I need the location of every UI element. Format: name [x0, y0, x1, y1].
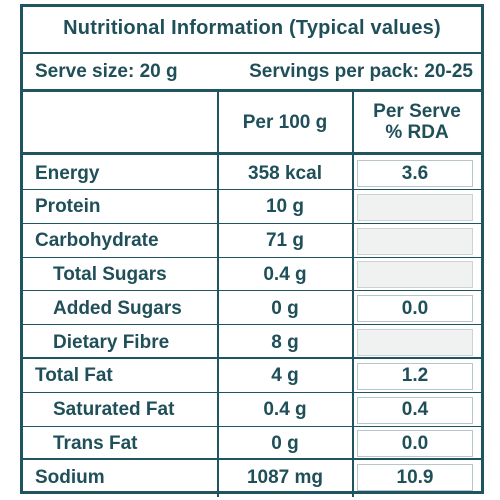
nutrient-row: Total Fat 4 g 1.2: [23, 360, 481, 393]
nutrient-per-100g: 1087 mg: [246, 466, 324, 488]
nutrient-per-100g: 0.4 g: [263, 399, 307, 421]
nutrient-per-100g: 8 g: [271, 331, 299, 353]
header-divider: [23, 152, 481, 155]
nutrient-per-100g: 0 g: [271, 297, 299, 319]
nutrient-per-100g: 10 g: [265, 196, 305, 218]
nutrient-name: Energy: [35, 162, 100, 184]
nutrient-per-100g: 71 g: [265, 230, 305, 252]
rda-cell: [357, 329, 473, 356]
nutrient-rda: [357, 228, 473, 255]
panel-title: Nutritional Information (Typical values): [63, 16, 441, 39]
header-rda: Per Serve % RDA: [353, 92, 481, 152]
row-divider: [23, 256, 481, 258]
nutrient-name: Total Sugars: [53, 263, 167, 285]
serving-info-row: Serve size: 20 g Servings per pack: 20-2…: [23, 52, 481, 92]
nutrient-row: Trans Fat 0 g 0.0: [23, 427, 481, 461]
nutrient-rda: [357, 194, 473, 221]
rda-cell: [357, 160, 473, 187]
column-divider-2: [352, 92, 354, 497]
nutrient-row: Dietary Fibre 8 g: [23, 326, 481, 359]
nutrient-name: Saturated Fat: [53, 399, 175, 421]
nutrient-rda: [357, 329, 473, 356]
column-divider-1: [217, 92, 219, 497]
nutrient-per-100g: 358 kcal: [248, 162, 322, 184]
servings-per-pack: Servings per pack: 20-25: [249, 60, 473, 82]
row-divider: [23, 425, 481, 427]
row-divider: [23, 290, 481, 292]
nutrient-rda: 10.9: [396, 466, 434, 488]
nutrient-name: Sodium: [35, 466, 105, 488]
nutrient-row: Sodium 1087 mg 10.9: [23, 461, 481, 494]
row-divider: [23, 324, 481, 326]
nutrient-row: Saturated Fat 0.4 g 0.4: [23, 394, 481, 427]
row-divider: [23, 189, 481, 190]
nutrient-per-100g: 4 g: [271, 365, 299, 387]
rda-cell: [357, 193, 473, 221]
rda-cell: [357, 464, 473, 492]
header-rda-line2: % RDA: [385, 122, 449, 143]
rda-cell: [357, 362, 473, 390]
rda-cell: [357, 396, 473, 424]
nutrient-name: Dietary Fibre: [53, 331, 170, 353]
nutrient-name: Added Sugars: [53, 297, 182, 319]
nutrient-name: Protein: [35, 196, 101, 218]
row-divider: [23, 357, 481, 359]
rda-cell: [357, 227, 473, 255]
row-divider: [23, 391, 481, 393]
nutrient-row: Energy 358 kcal 3.6: [23, 157, 481, 190]
rda-cell: [357, 295, 473, 323]
header-per-100g: Per 100 g: [242, 111, 328, 133]
rda-cell: [357, 261, 473, 289]
nutrient-rda: 0.0: [401, 297, 429, 319]
nutrient-row: Protein 10 g: [23, 191, 481, 224]
row-divider: [23, 458, 481, 461]
nutrition-panel: Nutritional Information (Typical values)…: [20, 4, 484, 497]
row-divider: [23, 222, 481, 224]
nutrient-per-100g: 0.4 g: [263, 263, 307, 285]
nutrient-row: Added Sugars 0 g 0.0: [23, 292, 481, 326]
nutrient-rda: 3.6: [401, 162, 429, 184]
nutrient-rda: 1.2: [401, 365, 429, 387]
nutrient-name: Total Fat: [35, 365, 113, 387]
nutrient-rda: 0.4: [401, 399, 429, 421]
header-rda-line1: Per Serve: [373, 101, 461, 122]
nutrient-row: Carbohydrate 71 g: [23, 225, 481, 258]
nutrient-row: Total Sugars 0.4 g: [23, 258, 481, 292]
nutrient-rda: [357, 261, 473, 288]
column-header-row: Per 100 g Per Serve % RDA: [23, 92, 481, 152]
nutrient-name: Carbohydrate: [35, 230, 159, 252]
rda-cell: [357, 430, 473, 458]
nutrient-rda: 0.0: [401, 432, 429, 454]
serve-size: Serve size: 20 g: [35, 60, 178, 82]
nutrient-per-100g: 0 g: [271, 432, 299, 454]
nutrient-name: Trans Fat: [53, 432, 138, 454]
